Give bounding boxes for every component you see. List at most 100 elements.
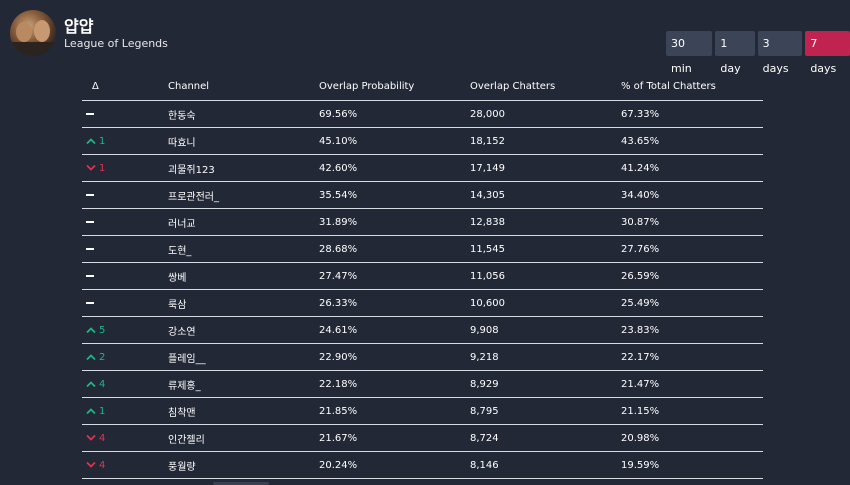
no-change-icon [86, 194, 94, 196]
chevron-up-icon [86, 138, 96, 145]
channel-name[interactable]: 도현_ [168, 245, 192, 257]
overlap-chatters: 12,838 [470, 216, 505, 228]
percent-total-chatters: 27.76% [621, 243, 660, 255]
channel-name[interactable]: 따효니 [168, 137, 196, 149]
no-change-icon [86, 302, 94, 304]
column-header-overlap-chatters[interactable]: Overlap Chatters [470, 80, 556, 92]
channel-header: 얍얍 League of Legends 30 min 1 day 3 days… [0, 0, 850, 75]
overlap-probability: 22.90% [319, 351, 358, 363]
channel-avatar[interactable] [10, 10, 56, 56]
channel-name[interactable]: 강소연 [168, 326, 196, 338]
column-header-delta[interactable]: Δ [92, 80, 99, 92]
channel-name[interactable]: 류제홍_ [168, 380, 201, 392]
rank-change-value: 1 [99, 405, 106, 417]
channel-name[interactable]: 인간젤리 [168, 434, 205, 446]
overlap-chatters: 8,724 [470, 432, 499, 444]
scrollbar-thumb[interactable] [213, 482, 269, 485]
table-row[interactable]: 2 플레임__ 22.90% 9,218 22.17% [82, 344, 763, 371]
overlap-probability: 26.33% [319, 297, 358, 309]
rank-change-value: 1 [99, 162, 106, 174]
channel-name[interactable]: 프로관전러_ [168, 191, 219, 203]
rank-change: 4 [82, 460, 168, 471]
channel-name[interactable]: 러너교 [168, 218, 196, 230]
overlap-chatters: 17,149 [470, 162, 505, 174]
percent-total-chatters: 41.24% [621, 162, 660, 174]
table-row[interactable]: 러너교 31.89% 12,838 30.87% [82, 209, 763, 236]
chevron-down-icon [86, 434, 96, 441]
percent-total-chatters: 19.59% [621, 459, 660, 471]
channel-name[interactable]: 풍월량 [168, 461, 196, 473]
column-header-overlap-probability[interactable]: Overlap Probability [319, 80, 415, 92]
overlap-table: Δ Channel Overlap Probability Overlap Ch… [82, 72, 763, 479]
channel-name[interactable]: 침착맨 [168, 407, 196, 419]
channel-name[interactable]: 쌍베 [168, 272, 187, 284]
rank-change: 2 [82, 352, 168, 363]
percent-total-chatters: 43.65% [621, 135, 660, 147]
rank-change [82, 113, 168, 115]
table-body: 한동숙 69.56% 28,000 67.33% 1 따효니 45.10% 18,152 43.… [82, 101, 763, 479]
table-row[interactable]: 1 괴물쥐123 42.60% 17,149 41.24% [82, 155, 763, 182]
overlap-probability: 24.61% [319, 324, 358, 336]
overlap-probability: 35.54% [319, 189, 358, 201]
table-row[interactable]: 4 인간젤리 21.67% 8,724 20.98% [82, 425, 763, 452]
overlap-probability: 42.60% [319, 162, 358, 174]
chevron-up-icon [86, 408, 96, 415]
overlap-chatters: 28,000 [470, 108, 505, 120]
rank-change-value: 4 [99, 432, 106, 444]
overlap-chatters: 10,600 [470, 297, 505, 309]
chevron-down-icon [86, 164, 96, 171]
rank-change: 4 [82, 379, 168, 390]
table-row[interactable]: 1 침착맨 21.85% 8,795 21.15% [82, 398, 763, 425]
overlap-chatters: 9,218 [470, 351, 499, 363]
overlap-chatters: 8,929 [470, 378, 499, 390]
table-row[interactable]: 1 따효니 45.10% 18,152 43.65% [82, 128, 763, 155]
chevron-up-icon [86, 327, 96, 334]
rank-change [82, 221, 168, 223]
table-row[interactable]: 도현_ 28.68% 11,545 27.76% [82, 236, 763, 263]
chevron-down-icon [86, 461, 96, 468]
overlap-chatters: 14,305 [470, 189, 505, 201]
rank-change-value: 5 [99, 324, 106, 336]
column-header-channel[interactable]: Channel [168, 80, 210, 92]
range-3days-button[interactable]: 3 days [757, 31, 803, 75]
overlap-probability: 69.56% [319, 108, 358, 120]
rank-change: 1 [82, 406, 168, 417]
percent-total-chatters: 34.40% [621, 189, 660, 201]
overlap-probability: 45.10% [319, 135, 358, 147]
overlap-chatters: 11,545 [470, 243, 505, 255]
range-7days-button[interactable]: 7 days [805, 31, 850, 75]
range-1day-button[interactable]: 1 day [715, 31, 755, 75]
overlap-probability: 28.68% [319, 243, 358, 255]
table-row[interactable]: 4 풍월량 20.24% 8,146 19.59% [82, 452, 763, 479]
channel-name[interactable]: 괴물쥐123 [168, 164, 215, 176]
channel-name[interactable]: 룩삼 [168, 299, 187, 311]
rank-change-value: 4 [99, 459, 106, 471]
no-change-icon [86, 113, 94, 115]
overlap-probability: 21.67% [319, 432, 358, 444]
no-change-icon [86, 248, 94, 250]
time-range-selector: 30 min 1 day 3 days 7 days [666, 31, 850, 75]
rank-change-value: 4 [99, 378, 106, 390]
table-row[interactable]: 룩삼 26.33% 10,600 25.49% [82, 290, 763, 317]
channel-name[interactable]: 한동숙 [168, 110, 196, 122]
range-30min-button[interactable]: 30 min [666, 31, 713, 75]
rank-change [82, 302, 168, 304]
overlap-probability: 31.89% [319, 216, 358, 228]
table-row[interactable]: 쌍베 27.47% 11,056 26.59% [82, 263, 763, 290]
no-change-icon [86, 275, 94, 277]
table-row[interactable]: 프로관전러_ 35.54% 14,305 34.40% [82, 182, 763, 209]
table-row[interactable]: 한동숙 69.56% 28,000 67.33% [82, 101, 763, 128]
overlap-chatters: 18,152 [470, 135, 505, 147]
percent-total-chatters: 26.59% [621, 270, 660, 282]
chevron-up-icon [86, 354, 96, 361]
channel-name[interactable]: 플레임__ [168, 353, 206, 365]
rank-change-value: 2 [99, 351, 106, 363]
overlap-probability: 22.18% [319, 378, 358, 390]
table-row[interactable]: 5 강소연 24.61% 9,908 23.83% [82, 317, 763, 344]
table-header: Δ Channel Overlap Probability Overlap Ch… [82, 72, 763, 101]
rank-change: 1 [82, 163, 168, 174]
column-header-percent-total[interactable]: % of Total Chatters [621, 80, 716, 92]
table-row[interactable]: 4 류제홍_ 22.18% 8,929 21.47% [82, 371, 763, 398]
overlap-probability: 20.24% [319, 459, 358, 471]
percent-total-chatters: 21.47% [621, 378, 660, 390]
